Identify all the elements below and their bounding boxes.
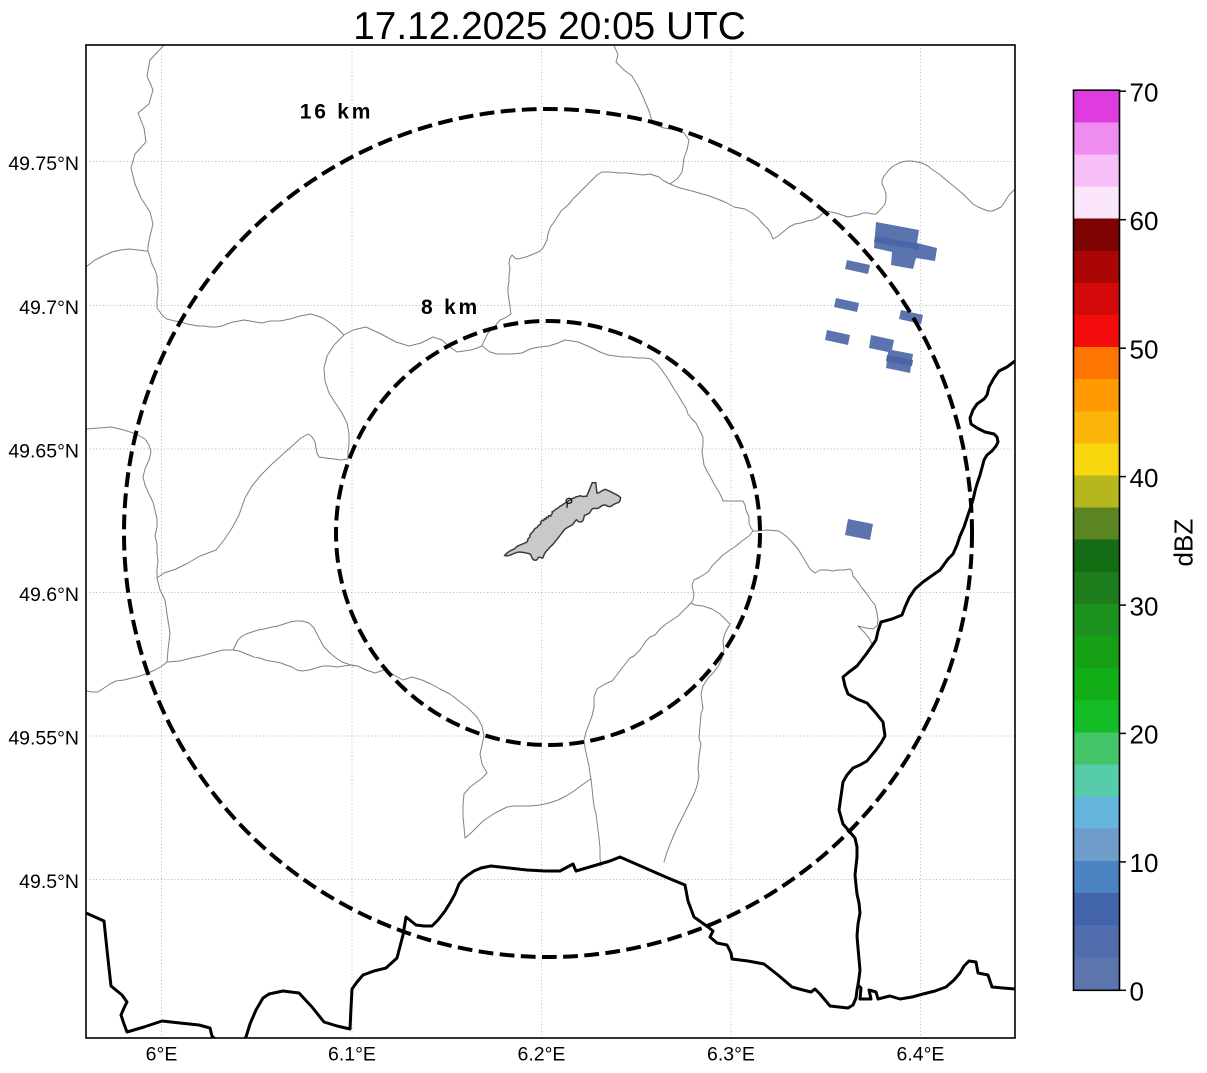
svg-text:6.1°E: 6.1°E: [328, 1044, 376, 1066]
svg-text:6.4°E: 6.4°E: [897, 1044, 945, 1066]
svg-text:6.3°E: 6.3°E: [707, 1044, 755, 1066]
svg-text:49.75°N: 49.75°N: [8, 153, 79, 175]
svg-text:49.7°N: 49.7°N: [19, 297, 79, 319]
svg-text:60: 60: [1130, 206, 1159, 236]
svg-text:17.12.2025 20:05 UTC: 17.12.2025 20:05 UTC: [353, 5, 746, 48]
svg-text:20: 20: [1130, 720, 1159, 750]
svg-text:dBZ: dBZ: [1169, 519, 1199, 567]
svg-text:49.5°N: 49.5°N: [19, 871, 79, 893]
svg-text:6°E: 6°E: [146, 1044, 178, 1066]
svg-text:50: 50: [1130, 334, 1159, 364]
svg-text:0: 0: [1130, 977, 1144, 1007]
svg-text:40: 40: [1130, 463, 1159, 493]
svg-text:49.55°N: 49.55°N: [8, 727, 79, 749]
svg-text:8 km: 8 km: [421, 296, 480, 319]
svg-text:16 km: 16 km: [300, 101, 374, 124]
svg-text:10: 10: [1130, 848, 1159, 878]
svg-text:6.2°E: 6.2°E: [518, 1044, 566, 1066]
svg-text:30: 30: [1130, 591, 1159, 621]
svg-text:49.65°N: 49.65°N: [8, 440, 79, 462]
svg-text:49.6°N: 49.6°N: [19, 584, 79, 606]
svg-text:70: 70: [1130, 77, 1159, 107]
